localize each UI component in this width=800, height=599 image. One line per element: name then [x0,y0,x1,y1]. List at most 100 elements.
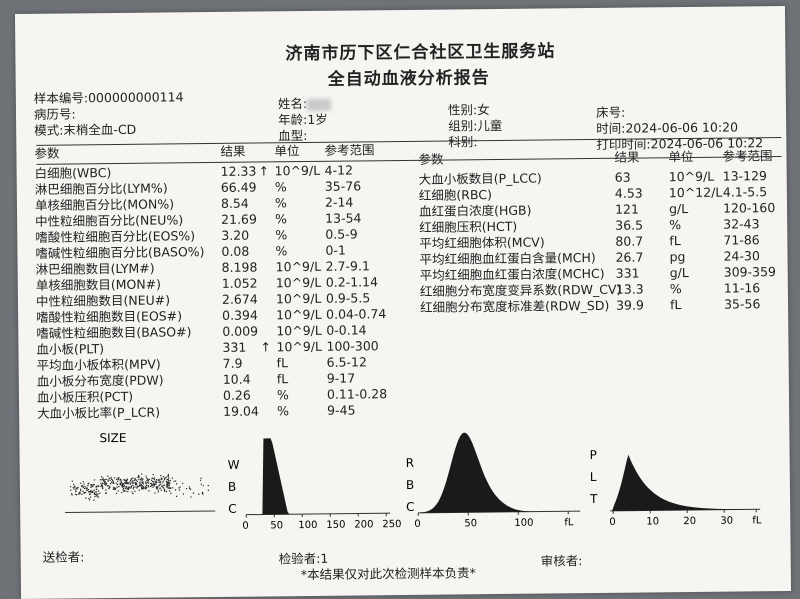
unit: 10^9/L [275,258,322,275]
reviewer: 审核者: [540,553,583,569]
scatter-dot [152,486,154,488]
scatter-dot [82,490,84,492]
scatter-dot [166,484,168,486]
scatter-dot [140,473,143,475]
result-value: 39.9 [615,297,644,313]
scatter-dot [192,492,195,494]
param-name: 血红蛋白浓度(HGB) [418,202,532,219]
scatter-dot [121,482,124,484]
param-name: 嗜酸性粒细胞百分比(EOS%) [35,228,196,245]
scatter-dot [173,480,175,482]
rbc-histogram: 0 50 100 fL [414,432,581,530]
scatter-dot [127,491,129,493]
scatter-dot [144,481,147,483]
param-name: 嗜碱性粒细胞数目(BASO#) [36,324,192,341]
left-header: 参数 结果 单位 参考范围 [34,142,394,162]
result-value: 66.49 [220,179,257,195]
scatter-dot [115,492,118,495]
scatter-dot [147,480,150,482]
scatter-dot [86,490,88,492]
scatter-dot [160,489,162,491]
scatter-dot [88,491,90,493]
reference-range: 35-76 [324,178,362,194]
axis-letter: B [406,478,414,492]
scatter-dot [200,477,202,479]
scatter-dot [88,499,91,501]
reference-range: 0.5-9 [325,226,358,242]
scatter-dot [77,486,79,489]
scatter-dot [171,477,174,479]
scatter-dot [135,484,138,486]
hospital-name: 济南市历下区仁合社区卫生服务站 [285,41,556,65]
scatter-dot [158,478,160,481]
scatter-dot [153,477,155,479]
scatter-dot [162,487,164,489]
scatter-dot [134,490,136,493]
unit: g/L [668,201,689,217]
scatter-dot [126,478,128,480]
reference-range: 13-54 [325,210,362,226]
param-name: 平均红细胞血红蛋白含量(MCH) [419,249,596,267]
scatter-dot [82,486,85,488]
scatter-dot [129,480,132,482]
scatter-dot [117,480,119,483]
scatter-dot [142,478,144,480]
scatter-dot [87,485,89,487]
scatter-dot [107,479,109,481]
scatter-dot [152,474,154,476]
scatter-dot [178,489,181,491]
scatter-dot [141,482,144,484]
scatter-dot [105,484,107,486]
scatter-dot [96,488,98,491]
result-value: 0.26 [222,387,251,403]
scatter-dot [143,486,145,488]
scatter-dot [168,483,170,485]
scatter-dot [117,490,119,492]
result-value: 36.5 [615,217,644,233]
reference-range: 4-12 [324,162,354,178]
scatter-dot [83,483,85,485]
scatter-dot [137,474,140,477]
scatter-dot [86,488,88,490]
tick-label: 200 [354,519,373,530]
scatter-dot [132,482,134,484]
param-name: 嗜碱性粒细胞百分比(BASO%) [35,244,205,261]
table-row: 大血小板比率(P_LCR) 19.04% 9-45 [37,402,407,422]
scatter-dot [155,483,157,485]
scatter-dot [170,492,172,494]
scatter-dot [126,480,128,482]
scatter-dot [84,491,86,494]
tick-label: 0 [609,517,615,528]
unit: fL [276,371,289,387]
unit: 10^9/L [276,322,322,339]
scatter-dot [145,475,147,477]
scatter-dot [71,493,73,495]
scatter-dot [159,488,161,490]
unit: g/L [669,265,689,281]
unit: pg [669,249,686,265]
scatter-dot [179,486,181,488]
scatter-dot [134,486,136,488]
scatter-dot [113,487,115,489]
scatter-dot [144,487,147,489]
scatter-dot [121,484,124,486]
result-value: 13.3 [615,281,644,297]
scatter-dot [97,496,99,498]
scatter-dot [137,476,139,478]
scatter-dot [118,485,120,488]
scatter-dot [157,489,159,491]
scatter-dot [70,486,72,488]
scatter-dot [134,477,136,480]
scatter-dot [153,479,156,481]
result-value: 3.20 [221,227,250,243]
tick-label: 50 [270,520,283,531]
scatter-dot [71,494,73,496]
axis-letter: T [589,492,598,506]
scatter-dot [127,488,129,490]
result-value: 8.198 [221,259,258,275]
histogram-panel: SIZE WBC 0 50 100 150 200 250 RBC 0 50 100 fL PL… [65,431,762,532]
axis-letter: W [228,458,240,472]
scatter-dot [155,480,157,482]
scatter-dot [115,487,117,489]
result-value: 26.7 [615,249,644,265]
